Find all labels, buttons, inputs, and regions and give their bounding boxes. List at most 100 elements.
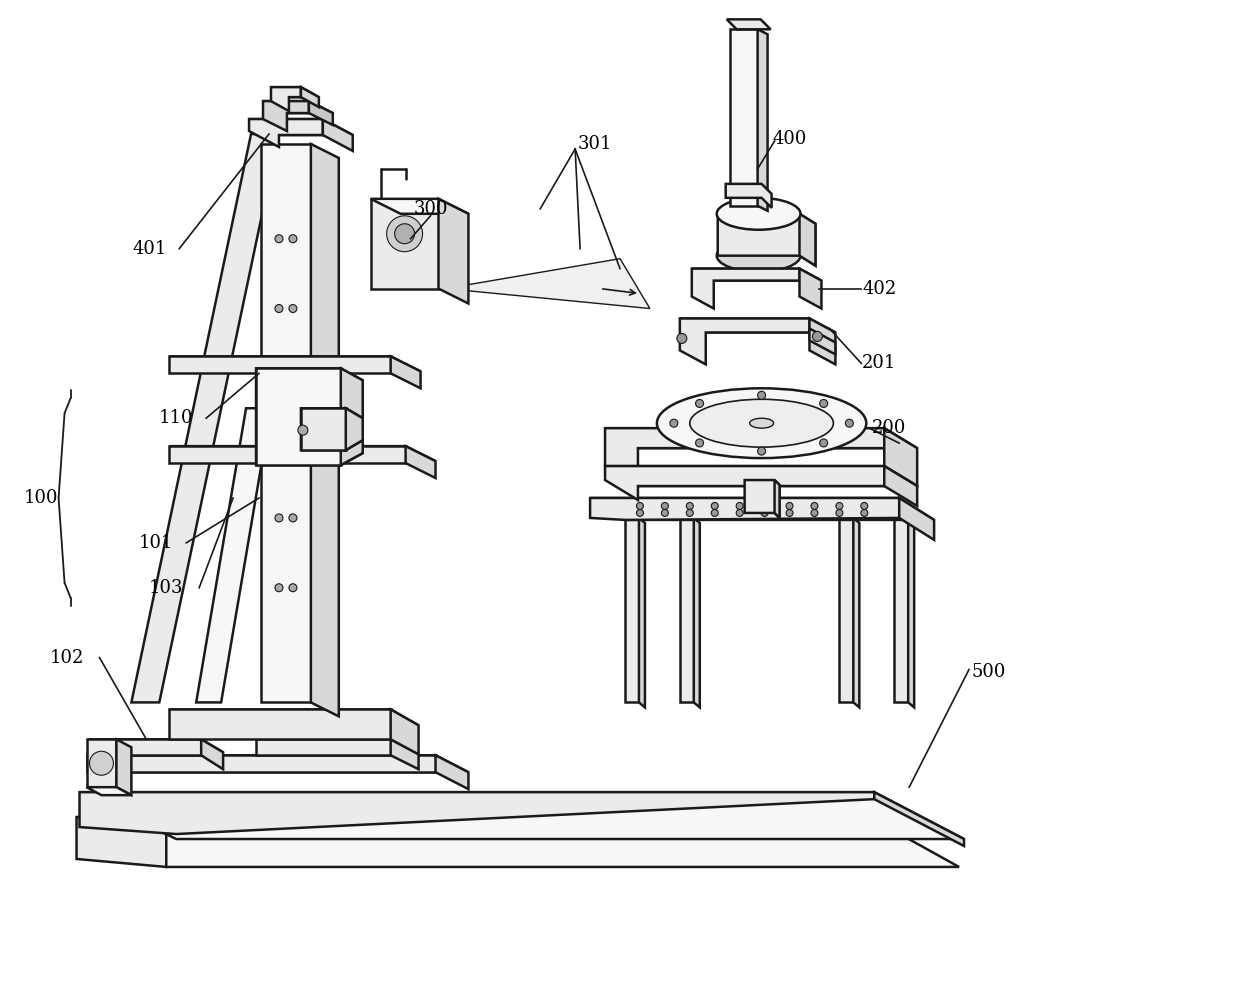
Polygon shape bbox=[725, 184, 771, 207]
Circle shape bbox=[275, 445, 283, 453]
Polygon shape bbox=[301, 408, 346, 451]
Circle shape bbox=[289, 445, 296, 453]
Polygon shape bbox=[117, 739, 131, 795]
Polygon shape bbox=[170, 709, 419, 725]
Circle shape bbox=[820, 399, 827, 407]
Circle shape bbox=[758, 448, 765, 455]
Polygon shape bbox=[301, 408, 363, 451]
Circle shape bbox=[387, 215, 423, 252]
Circle shape bbox=[636, 503, 644, 510]
Circle shape bbox=[861, 510, 868, 517]
Polygon shape bbox=[255, 369, 363, 465]
Polygon shape bbox=[899, 498, 934, 539]
Polygon shape bbox=[89, 739, 223, 752]
Polygon shape bbox=[874, 792, 963, 846]
Circle shape bbox=[661, 510, 668, 517]
Polygon shape bbox=[263, 101, 309, 131]
Circle shape bbox=[289, 514, 296, 522]
Polygon shape bbox=[391, 709, 419, 754]
Circle shape bbox=[712, 503, 718, 510]
Polygon shape bbox=[311, 144, 339, 716]
Circle shape bbox=[836, 503, 843, 510]
Text: 200: 200 bbox=[872, 419, 906, 437]
Circle shape bbox=[670, 419, 678, 427]
Polygon shape bbox=[255, 369, 341, 465]
Polygon shape bbox=[405, 447, 435, 478]
Circle shape bbox=[811, 503, 818, 510]
Polygon shape bbox=[908, 518, 914, 707]
Polygon shape bbox=[692, 269, 800, 308]
Polygon shape bbox=[87, 739, 117, 787]
Polygon shape bbox=[79, 792, 874, 834]
Circle shape bbox=[289, 584, 296, 592]
Text: 110: 110 bbox=[159, 409, 193, 427]
Polygon shape bbox=[249, 120, 322, 147]
Polygon shape bbox=[201, 739, 223, 770]
Circle shape bbox=[811, 510, 818, 517]
Polygon shape bbox=[87, 787, 131, 795]
Polygon shape bbox=[439, 199, 469, 303]
Ellipse shape bbox=[750, 418, 774, 428]
Circle shape bbox=[298, 425, 308, 435]
Polygon shape bbox=[346, 408, 363, 451]
Polygon shape bbox=[391, 739, 419, 770]
Polygon shape bbox=[322, 120, 352, 151]
Circle shape bbox=[289, 374, 296, 382]
Polygon shape bbox=[89, 739, 201, 755]
Circle shape bbox=[696, 399, 703, 407]
Circle shape bbox=[761, 503, 768, 510]
Text: 401: 401 bbox=[133, 240, 166, 258]
Polygon shape bbox=[590, 498, 934, 520]
Polygon shape bbox=[341, 369, 363, 465]
Polygon shape bbox=[729, 30, 758, 206]
Circle shape bbox=[677, 334, 687, 344]
Polygon shape bbox=[272, 87, 301, 111]
Circle shape bbox=[275, 304, 283, 312]
Circle shape bbox=[275, 374, 283, 382]
Circle shape bbox=[275, 235, 283, 243]
Polygon shape bbox=[170, 447, 405, 463]
Polygon shape bbox=[692, 269, 821, 281]
Polygon shape bbox=[371, 199, 469, 213]
Polygon shape bbox=[170, 709, 391, 739]
Circle shape bbox=[289, 304, 296, 312]
Polygon shape bbox=[196, 408, 272, 702]
Circle shape bbox=[275, 584, 283, 592]
Polygon shape bbox=[680, 318, 810, 365]
Text: 101: 101 bbox=[139, 534, 174, 552]
Circle shape bbox=[686, 503, 693, 510]
Polygon shape bbox=[639, 518, 645, 707]
Circle shape bbox=[758, 391, 765, 399]
Polygon shape bbox=[77, 817, 959, 866]
Ellipse shape bbox=[717, 240, 801, 272]
Polygon shape bbox=[605, 466, 884, 500]
Circle shape bbox=[89, 751, 113, 776]
Text: 301: 301 bbox=[578, 135, 613, 153]
Polygon shape bbox=[301, 87, 319, 107]
Polygon shape bbox=[894, 518, 908, 702]
Polygon shape bbox=[435, 755, 469, 789]
Polygon shape bbox=[445, 259, 650, 308]
Circle shape bbox=[812, 331, 822, 342]
Polygon shape bbox=[255, 739, 391, 755]
Polygon shape bbox=[727, 20, 770, 30]
Text: 103: 103 bbox=[149, 579, 184, 597]
Polygon shape bbox=[260, 144, 311, 702]
Circle shape bbox=[686, 510, 693, 517]
Polygon shape bbox=[255, 739, 419, 754]
Circle shape bbox=[836, 510, 843, 517]
Polygon shape bbox=[590, 498, 899, 520]
Circle shape bbox=[786, 503, 794, 510]
Polygon shape bbox=[884, 466, 918, 506]
Ellipse shape bbox=[689, 399, 833, 448]
Polygon shape bbox=[263, 101, 332, 113]
Polygon shape bbox=[605, 428, 884, 486]
Circle shape bbox=[696, 439, 703, 447]
Polygon shape bbox=[680, 318, 836, 332]
Polygon shape bbox=[79, 792, 963, 839]
Polygon shape bbox=[249, 120, 352, 135]
Text: 300: 300 bbox=[413, 200, 448, 217]
Text: 402: 402 bbox=[862, 280, 897, 297]
Circle shape bbox=[737, 510, 743, 517]
Circle shape bbox=[737, 503, 743, 510]
